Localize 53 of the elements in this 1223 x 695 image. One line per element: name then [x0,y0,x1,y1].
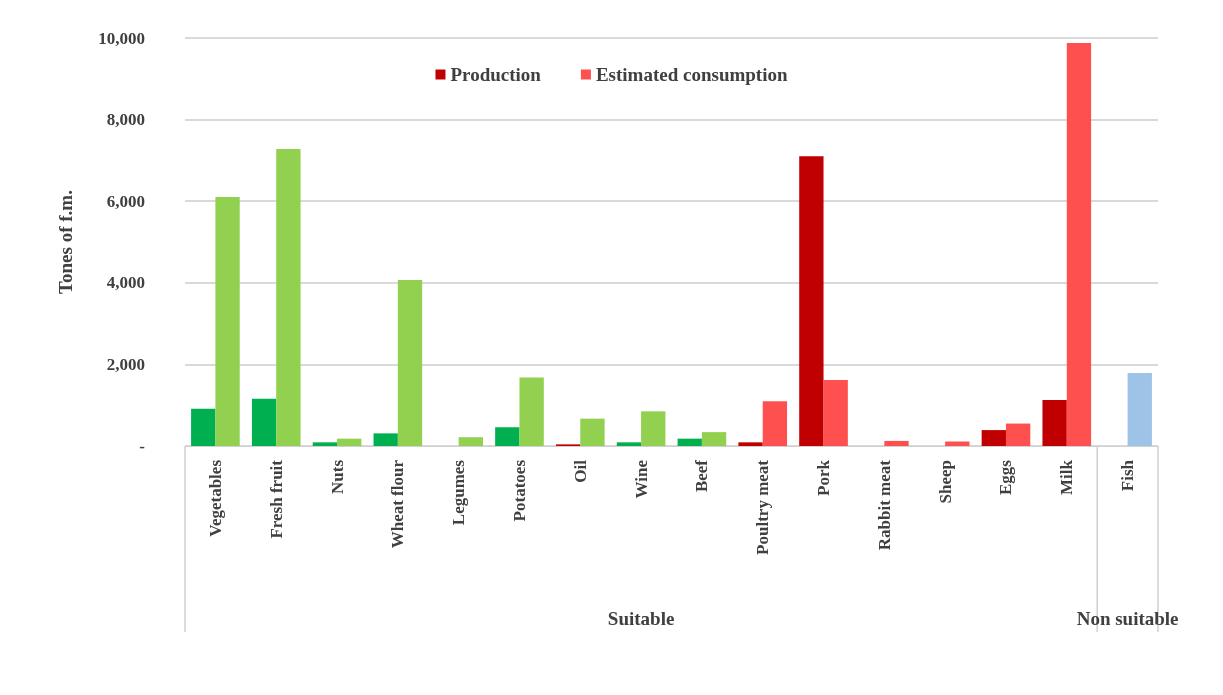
x-tick-label: Fresh fruit [266,459,286,539]
x-tick-label: Wine [631,459,651,499]
bar [397,279,423,446]
bar [738,442,763,446]
x-tick-label: Milk [1057,459,1077,495]
bar [641,411,666,446]
x-tick-label: Oil [570,459,590,483]
bar [580,418,605,446]
bar [495,427,520,446]
x-tick-label: Fish [1118,459,1138,492]
x-tick-label: Rabbit meat [874,459,894,551]
x-tick-label: Pork [814,459,834,496]
bar [823,379,848,446]
bar [373,433,398,446]
y-axis-title: Tones of f.m. [55,190,76,294]
x-tick-label: Sheep [935,460,955,504]
y-tick-label: 8,000 [106,110,145,130]
x-tick-label: Vegetables [205,459,225,537]
bar [215,197,240,446]
x-tick-label: Eggs [996,459,1016,495]
y-tick-label: - [139,436,146,456]
bar [762,401,788,446]
bar [884,440,909,446]
bar [799,156,824,446]
text: Suitable [607,607,675,629]
x-tick-label: Legumes [449,459,469,526]
bar [981,430,1006,446]
bar [1066,42,1092,446]
bar [1042,399,1067,446]
bar [251,398,277,446]
bar [191,408,216,446]
bar [337,438,362,446]
legend-label: Production [450,64,542,85]
x-tick-label: Potatoes [509,459,529,522]
bar [701,432,727,446]
y-tick-label: 6,000 [106,191,145,211]
x-tick-label: Beef [692,459,712,493]
text: Non suitable [1076,607,1179,629]
bar [519,377,544,446]
x-tick-label: Poultry meat [753,459,773,555]
legend-label: Estimated consumption [595,64,788,85]
bar [312,442,338,446]
bar [677,438,702,446]
bar [1005,423,1031,446]
y-tick-label: 4,000 [106,273,145,293]
y-tick-label: 2,000 [106,354,145,374]
bar [1127,372,1152,446]
bar [616,442,642,446]
x-tick-label: Wheat flour [388,459,408,549]
x-tick-label: Nuts [327,459,347,495]
y-tick-label: 10,000 [98,28,145,48]
bar [458,437,483,446]
bar [276,148,301,446]
